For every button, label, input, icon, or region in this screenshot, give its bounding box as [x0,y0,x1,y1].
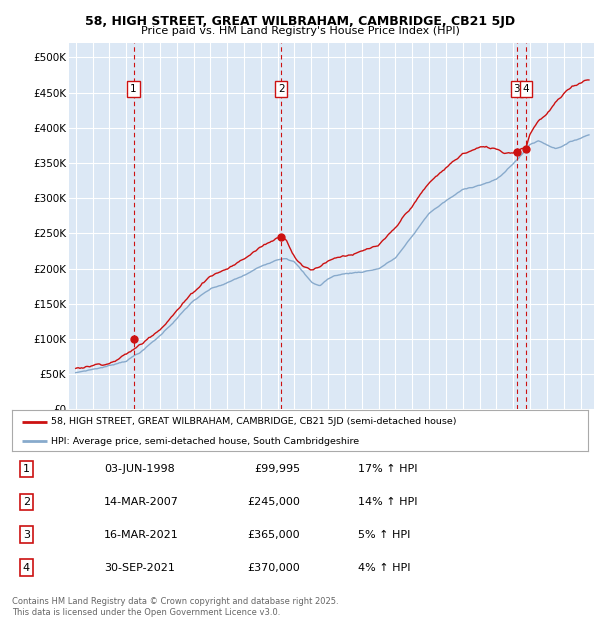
Text: 2: 2 [23,497,30,507]
Text: 14% ↑ HPI: 14% ↑ HPI [358,497,417,507]
Text: 03-JUN-1998: 03-JUN-1998 [104,464,175,474]
Text: 3: 3 [23,529,30,540]
Text: £370,000: £370,000 [247,562,300,573]
Text: 1: 1 [23,464,30,474]
Text: £99,995: £99,995 [254,464,300,474]
Text: 17% ↑ HPI: 17% ↑ HPI [358,464,417,474]
Text: 3: 3 [514,84,520,94]
Text: £365,000: £365,000 [247,529,300,540]
Text: 1: 1 [130,84,137,94]
Text: 14-MAR-2007: 14-MAR-2007 [104,497,179,507]
Text: 58, HIGH STREET, GREAT WILBRAHAM, CAMBRIDGE, CB21 5JD: 58, HIGH STREET, GREAT WILBRAHAM, CAMBRI… [85,16,515,29]
Text: 5% ↑ HPI: 5% ↑ HPI [358,529,410,540]
Text: Price paid vs. HM Land Registry's House Price Index (HPI): Price paid vs. HM Land Registry's House … [140,26,460,36]
Text: £245,000: £245,000 [247,497,300,507]
Text: 30-SEP-2021: 30-SEP-2021 [104,562,175,573]
Text: 16-MAR-2021: 16-MAR-2021 [104,529,179,540]
Text: 58, HIGH STREET, GREAT WILBRAHAM, CAMBRIDGE, CB21 5JD (semi-detached house): 58, HIGH STREET, GREAT WILBRAHAM, CAMBRI… [51,417,457,427]
Text: HPI: Average price, semi-detached house, South Cambridgeshire: HPI: Average price, semi-detached house,… [51,436,359,446]
Text: Contains HM Land Registry data © Crown copyright and database right 2025.
This d: Contains HM Land Registry data © Crown c… [12,598,338,617]
Text: 4: 4 [523,84,529,94]
Text: 4% ↑ HPI: 4% ↑ HPI [358,562,410,573]
Text: 2: 2 [278,84,284,94]
Text: 4: 4 [23,562,30,573]
